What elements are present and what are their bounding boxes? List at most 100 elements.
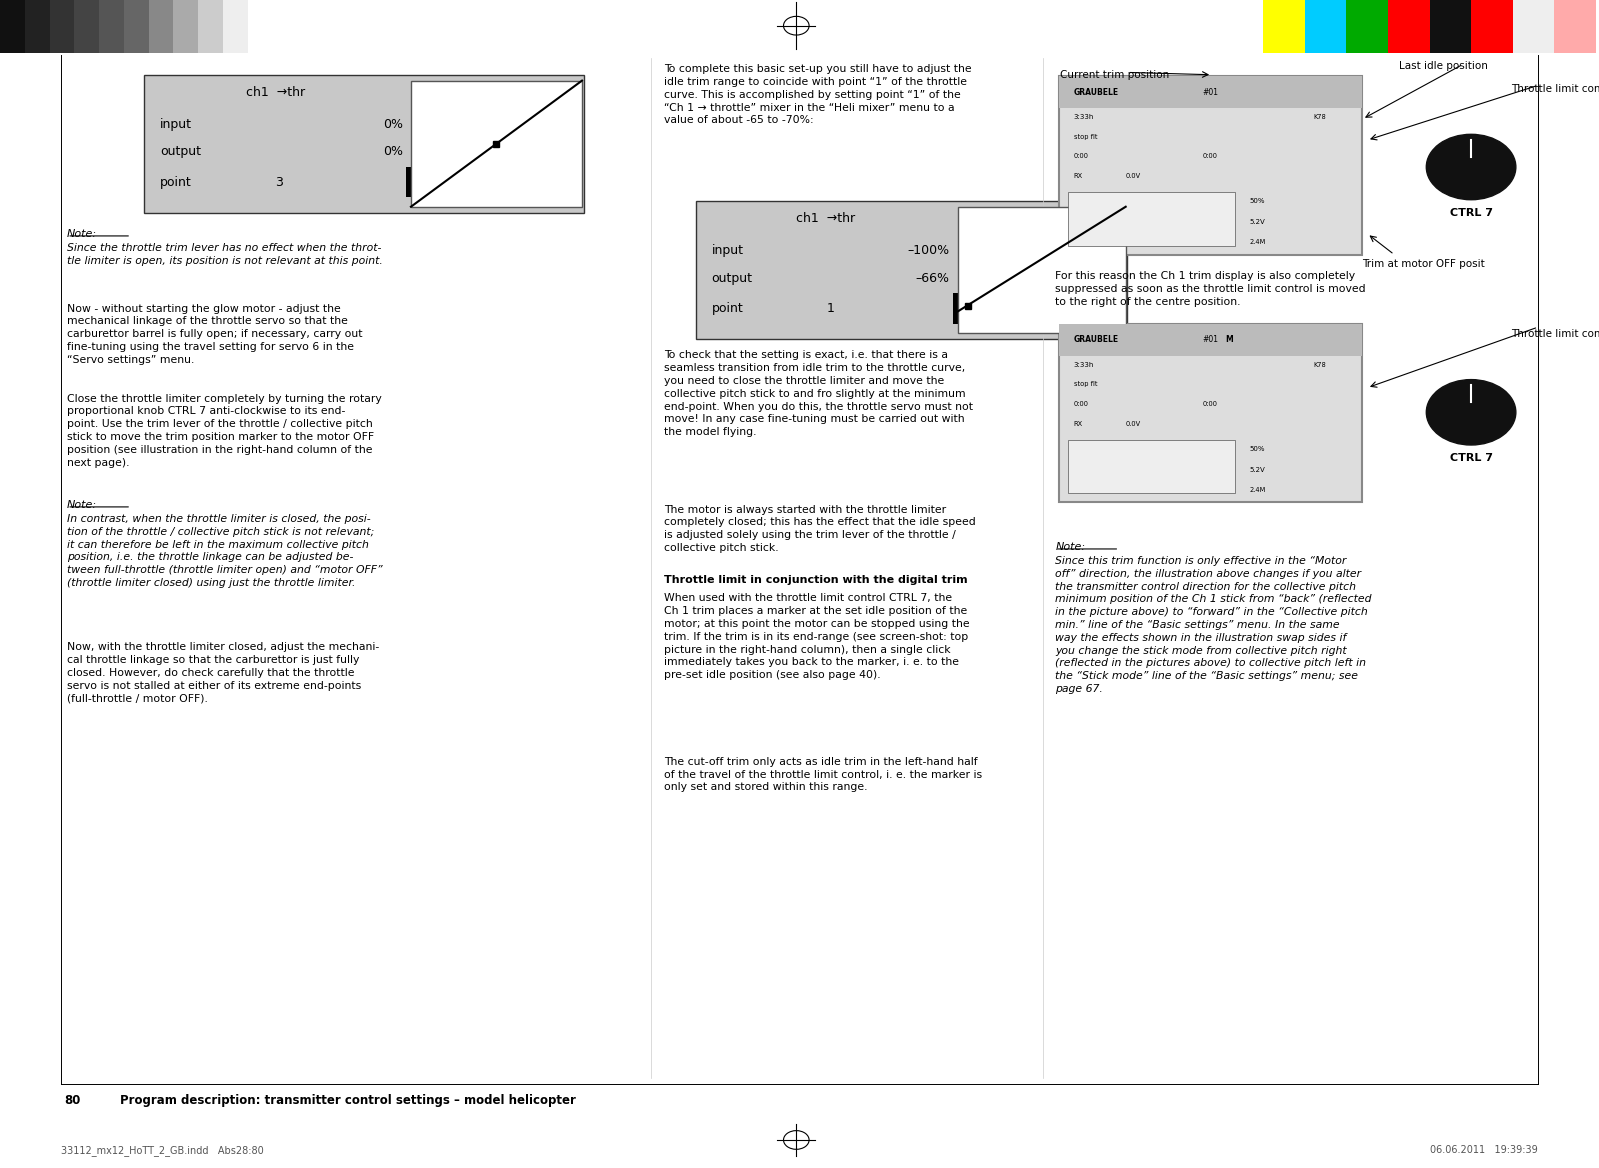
FancyBboxPatch shape [958, 207, 1126, 333]
Text: 0%: 0% [382, 146, 403, 159]
Text: stop flt: stop flt [1075, 133, 1097, 140]
Text: output: output [712, 272, 753, 285]
Text: RX: RX [1075, 420, 1083, 426]
Text: CTRL 7: CTRL 7 [1450, 453, 1492, 464]
Text: input: input [712, 244, 744, 257]
FancyBboxPatch shape [1068, 439, 1234, 493]
FancyBboxPatch shape [1068, 192, 1234, 245]
Text: Last idle position: Last idle position [1399, 61, 1489, 71]
Text: point: point [160, 175, 192, 189]
Text: 50%: 50% [1250, 446, 1265, 452]
Text: To complete this basic set-up you still have to adjust the
idle trim range to co: To complete this basic set-up you still … [664, 64, 971, 125]
Text: ch1  →thr: ch1 →thr [246, 86, 305, 99]
FancyBboxPatch shape [1059, 76, 1362, 109]
Text: –100%: –100% [908, 244, 950, 257]
Text: 50%: 50% [1250, 199, 1265, 204]
Bar [99, 0, 125, 53]
Text: 0:00: 0:00 [1075, 153, 1089, 159]
FancyBboxPatch shape [696, 201, 1127, 339]
Text: 5.2V: 5.2V [1250, 220, 1266, 225]
Bar [1430, 0, 1471, 53]
Text: Now, with the throttle limiter closed, adjust the mechani-
cal throttle linkage : Now, with the throttle limiter closed, a… [67, 642, 379, 703]
Text: 0%: 0% [441, 175, 462, 189]
Text: Close the throttle limiter completely by turning the rotary
proportional knob CT: Close the throttle limiter completely by… [67, 394, 382, 467]
Bar [125, 0, 149, 53]
Text: #01: #01 [1202, 335, 1218, 345]
Text: input: input [160, 118, 192, 131]
Text: 0:00: 0:00 [1202, 153, 1218, 159]
Bar [74, 0, 99, 53]
FancyBboxPatch shape [406, 167, 497, 197]
FancyBboxPatch shape [144, 75, 584, 213]
Text: K78: K78 [1313, 114, 1326, 120]
Bar [1513, 0, 1554, 53]
FancyBboxPatch shape [1059, 324, 1362, 502]
Text: 80: 80 [64, 1094, 80, 1107]
Text: K78: K78 [1313, 362, 1326, 368]
Bar [224, 0, 248, 53]
Bar [26, 0, 50, 53]
Bar [1471, 0, 1513, 53]
Text: –66%: –66% [980, 301, 1015, 315]
Text: 3:33h: 3:33h [1075, 114, 1094, 120]
Text: 3: 3 [275, 175, 283, 189]
Text: 0.0V: 0.0V [1126, 420, 1140, 426]
Text: The motor is always started with the throttle limiter
completely closed; this ha: The motor is always started with the thr… [664, 505, 975, 552]
Text: 0:00: 0:00 [1075, 401, 1089, 406]
Text: 33112_mx12_HoTT_2_GB.indd   Abs28:80: 33112_mx12_HoTT_2_GB.indd Abs28:80 [61, 1145, 264, 1156]
Text: 3:33h: 3:33h [1075, 362, 1094, 368]
Text: 2.4M: 2.4M [1250, 487, 1266, 493]
Text: CTRL 7: CTRL 7 [1450, 208, 1492, 218]
FancyBboxPatch shape [1059, 76, 1362, 255]
Text: Program description: transmitter control settings – model helicopter: Program description: transmitter control… [120, 1094, 576, 1107]
Text: stop flt: stop flt [1075, 381, 1097, 388]
Text: Now - without starting the glow motor - adjust the
mechanical linkage of the thr: Now - without starting the glow motor - … [67, 304, 363, 364]
Circle shape [1426, 380, 1516, 445]
Text: GRAUBELE: GRAUBELE [1075, 88, 1119, 97]
Bar [173, 0, 198, 53]
Text: For this reason the Ch 1 trim display is also completely
suppressed as soon as t: For this reason the Ch 1 trim display is… [1055, 271, 1366, 306]
Text: To check that the setting is exact, i.e. that there is a
seamless transition fro: To check that the setting is exact, i.e.… [664, 350, 972, 437]
Bar [50, 0, 74, 53]
Text: #01: #01 [1202, 88, 1218, 97]
Bar [0, 0, 26, 53]
Text: M: M [1226, 335, 1233, 345]
Bar [248, 0, 272, 53]
Text: point: point [712, 301, 744, 315]
Text: 0%: 0% [382, 118, 403, 131]
Text: Throttle limit contro: Throttle limit contro [1511, 329, 1599, 340]
Text: Note:: Note: [67, 229, 98, 239]
Text: In contrast, when the throttle limiter is closed, the posi-
tion of the throttle: In contrast, when the throttle limiter i… [67, 514, 382, 588]
Text: Throttle limit con’: Throttle limit con’ [1511, 84, 1599, 95]
Text: output: output [160, 146, 201, 159]
Circle shape [1426, 134, 1516, 200]
Text: Note:: Note: [1055, 542, 1086, 552]
Text: When used with the throttle limit control CTRL 7, the
Ch 1 trim places a marker : When used with the throttle limit contro… [664, 593, 969, 680]
Text: –66%: –66% [916, 272, 950, 285]
Text: 1: 1 [827, 301, 835, 315]
Text: 5.2V: 5.2V [1250, 467, 1266, 473]
Text: 0.0V: 0.0V [1126, 173, 1140, 179]
Bar [1388, 0, 1430, 53]
FancyBboxPatch shape [411, 81, 582, 207]
Text: Since this trim function is only effective in the “Motor
off” direction, the ill: Since this trim function is only effecti… [1055, 556, 1372, 694]
Bar [1263, 0, 1305, 53]
Bar [1305, 0, 1346, 53]
Text: 06.06.2011   19:39:39: 06.06.2011 19:39:39 [1431, 1146, 1538, 1155]
Text: 2.4M: 2.4M [1250, 239, 1266, 245]
FancyBboxPatch shape [953, 293, 1043, 324]
Text: ch1  →thr: ch1 →thr [796, 213, 854, 225]
Bar [1554, 0, 1596, 53]
Bar [149, 0, 173, 53]
Text: GRAUBELE: GRAUBELE [1075, 335, 1119, 345]
Bar [198, 0, 224, 53]
Text: Trim at motor OFF posit: Trim at motor OFF posit [1362, 259, 1485, 270]
Text: RX: RX [1075, 173, 1083, 179]
Text: Current trim position: Current trim position [1060, 70, 1169, 81]
Text: Note:: Note: [67, 500, 98, 510]
Text: 0:00: 0:00 [1202, 401, 1218, 406]
FancyBboxPatch shape [1059, 324, 1362, 356]
Text: Throttle limit in conjunction with the digital trim: Throttle limit in conjunction with the d… [664, 575, 967, 585]
Text: Since the throttle trim lever has no effect when the throt-
tle limiter is open,: Since the throttle trim lever has no eff… [67, 243, 384, 266]
Text: The cut-off trim only acts as idle trim in the left-hand half
of the travel of t: The cut-off trim only acts as idle trim … [664, 757, 982, 792]
